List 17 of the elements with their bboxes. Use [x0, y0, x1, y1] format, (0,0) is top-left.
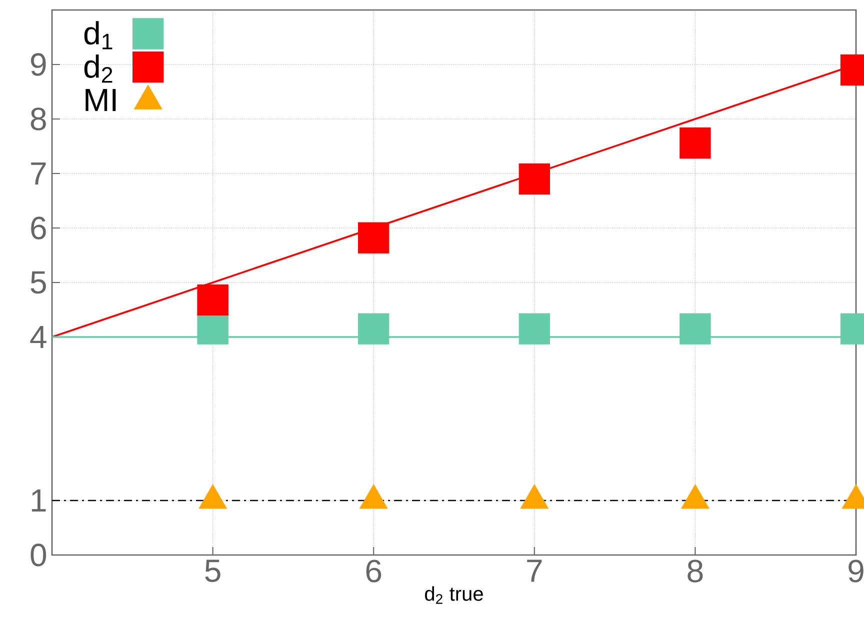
- x-tick-label: 8: [688, 560, 703, 582]
- x-tick-label: 7: [527, 560, 542, 582]
- y-tick-label: 7: [31, 162, 46, 185]
- legend-label: MI: [86, 89, 116, 112]
- x-tick-label: 9: [848, 560, 864, 582]
- x-axis-title: d$_{2}$ true: [425, 586, 483, 604]
- y-tick-label: 9: [31, 53, 46, 76]
- y-tick-label: 6: [31, 216, 46, 240]
- x-tick-label: 6: [366, 560, 382, 582]
- legend-label: d$_{1}$: [84, 21, 112, 50]
- y-tick-label: 0: [30, 544, 46, 566]
- x-tick-label: 5: [205, 560, 220, 582]
- y-tick-label: 8: [30, 108, 46, 130]
- y-tick-label: 5: [30, 271, 46, 294]
- legend-label: d$_{2}$: [84, 54, 112, 83]
- y-tick-label: 4: [30, 326, 46, 348]
- y-tick-label: 1: [32, 489, 46, 512]
